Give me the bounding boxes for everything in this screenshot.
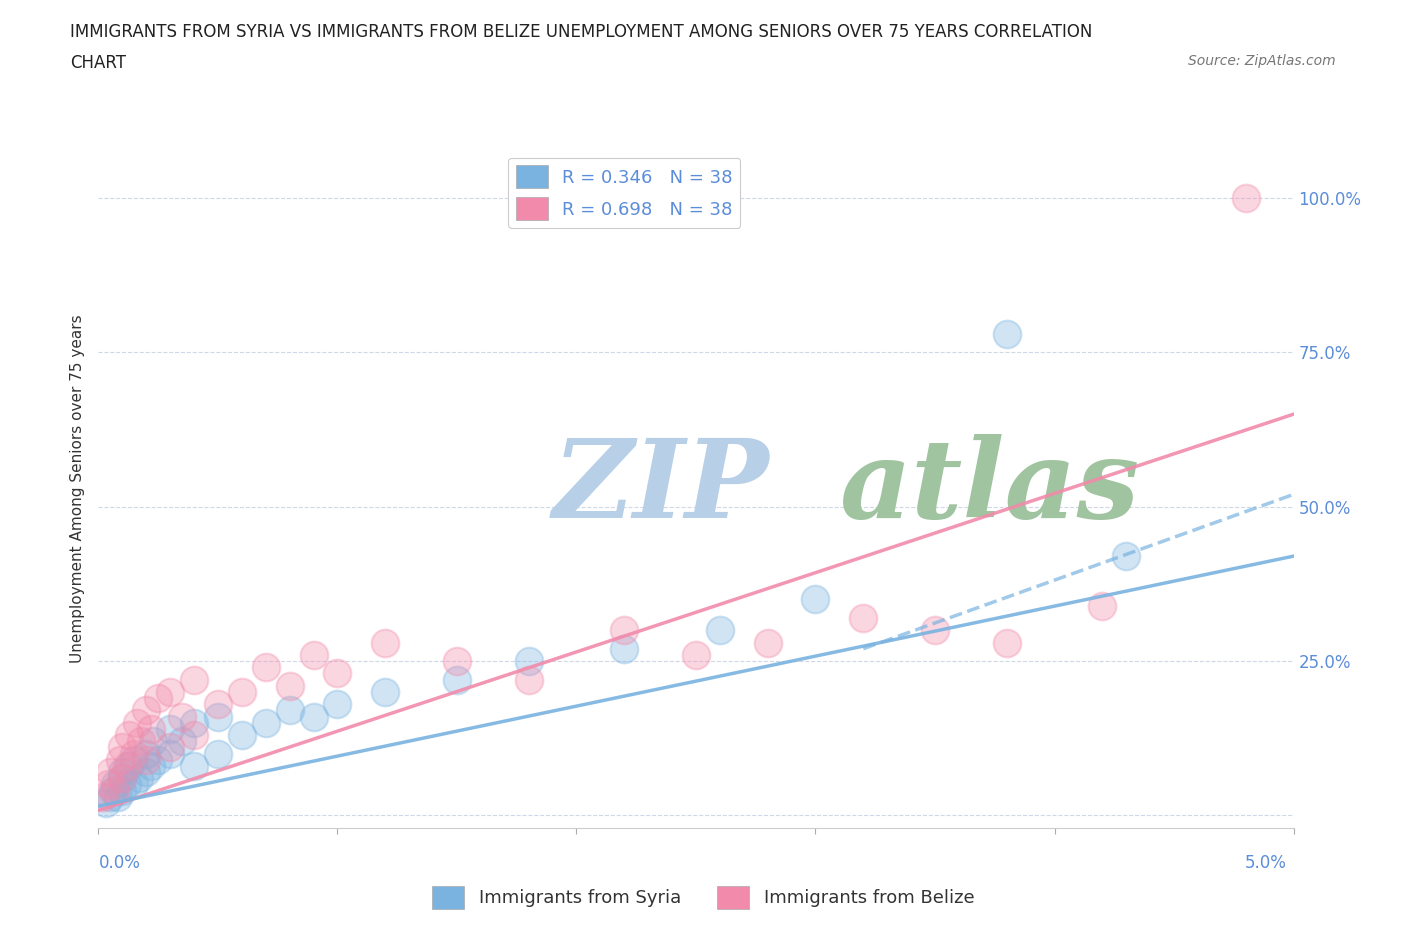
Point [446,654,468,669]
Point [111,783,134,798]
Point [111,764,134,779]
Point [172,734,194,749]
Point [159,684,181,699]
Point [517,654,540,669]
Point [118,727,141,742]
Point [254,659,277,674]
Point [135,746,157,761]
Point [254,715,277,730]
Point [374,635,396,650]
Point [135,752,157,767]
Point [104,777,127,792]
Point [139,722,162,737]
Point [139,759,162,774]
Point [104,783,127,798]
Point [995,326,1018,341]
Legend: Immigrants from Syria, Immigrants from Belize: Immigrants from Syria, Immigrants from B… [425,879,981,916]
Point [231,727,253,742]
Point [159,740,181,755]
Point [142,734,165,749]
Point [159,746,181,761]
Point [97,777,120,792]
Point [118,759,141,774]
Point [756,635,779,650]
Text: ZIP: ZIP [553,434,769,542]
Point [124,777,146,792]
Point [183,715,205,730]
Point [183,727,205,742]
Legend: R = 0.346   N = 38, R = 0.698   N = 38: R = 0.346 N = 38, R = 0.698 N = 38 [509,158,740,228]
Point [125,715,148,730]
Point [111,771,134,786]
Text: 5.0%: 5.0% [1244,854,1286,871]
Point [115,777,138,792]
Text: CHART: CHART [70,54,127,72]
Point [231,684,253,699]
Text: atlas: atlas [839,434,1140,542]
Point [183,759,205,774]
Point [91,790,114,804]
Y-axis label: Unemployment Among Seniors over 75 years: Unemployment Among Seniors over 75 years [70,314,86,662]
Point [995,635,1018,650]
Point [278,703,301,718]
Point [278,678,301,693]
Point [517,672,540,687]
Point [124,752,146,767]
Point [128,771,150,786]
Text: IMMIGRANTS FROM SYRIA VS IMMIGRANTS FROM BELIZE UNEMPLOYMENT AMONG SENIORS OVER : IMMIGRANTS FROM SYRIA VS IMMIGRANTS FROM… [70,23,1092,41]
Point [159,722,181,737]
Point [804,591,827,606]
Text: Source: ZipAtlas.com: Source: ZipAtlas.com [1188,54,1336,68]
Point [115,759,138,774]
Point [131,734,153,749]
Point [207,697,229,711]
Point [207,710,229,724]
Point [124,746,146,761]
Point [302,647,325,662]
Text: 0.0%: 0.0% [98,854,141,871]
Point [613,623,636,638]
Point [108,752,131,767]
Point [172,710,194,724]
Point [111,740,134,755]
Point [107,790,129,804]
Point [446,672,468,687]
Point [1234,191,1257,206]
Point [709,623,731,638]
Point [685,647,707,662]
Point [183,672,205,687]
Point [100,764,122,779]
Point [101,783,124,798]
Point [924,623,946,638]
Point [135,764,157,779]
Point [1091,598,1114,613]
Point [100,790,122,804]
Point [302,710,325,724]
Point [852,610,875,625]
Point [207,746,229,761]
Point [148,691,170,706]
Point [613,642,636,657]
Point [1115,549,1137,564]
Point [326,697,349,711]
Point [374,684,396,699]
Point [135,703,157,718]
Point [148,752,170,767]
Point [326,666,349,681]
Point [111,771,134,786]
Point [94,795,117,810]
